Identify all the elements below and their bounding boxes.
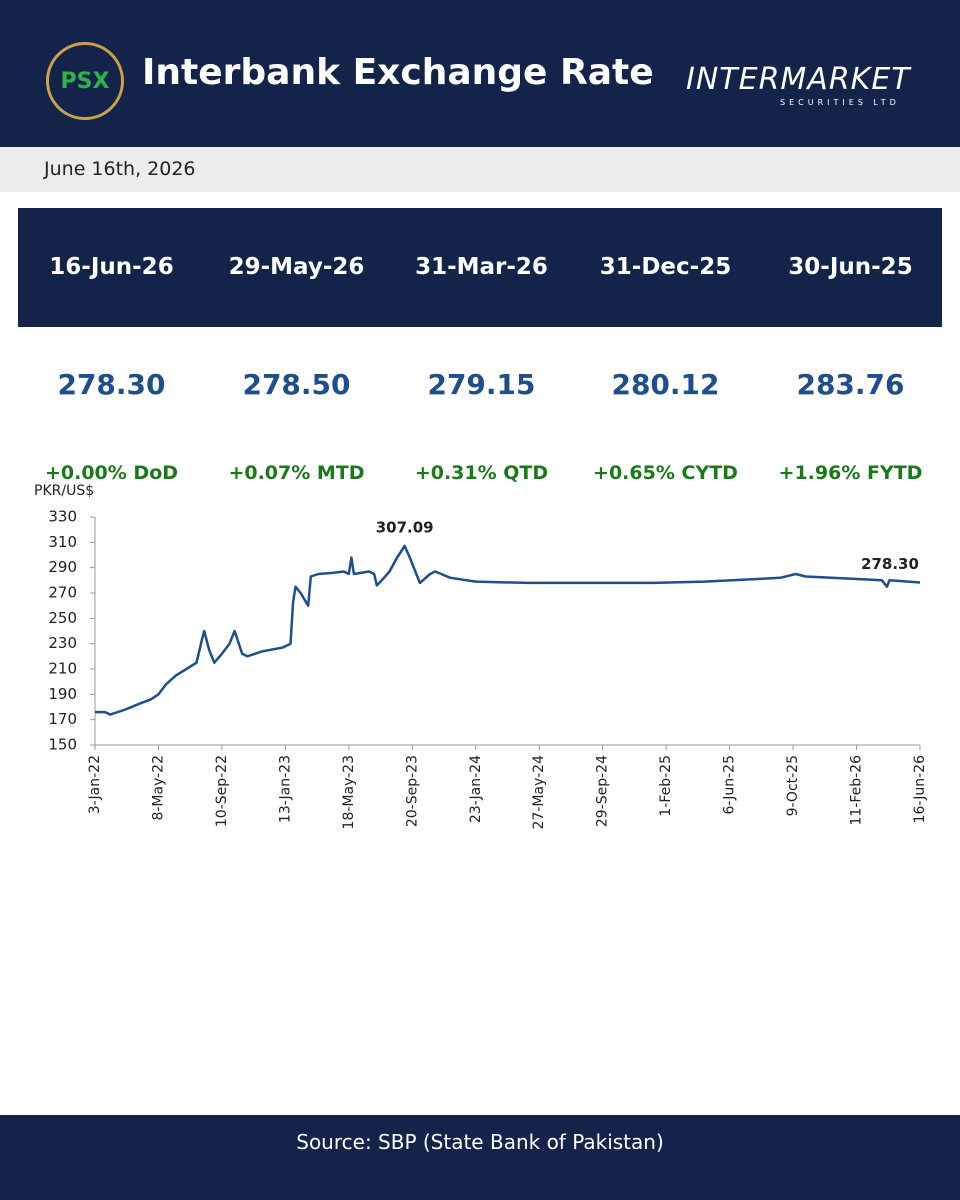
summary-date: 30-Jun-25 bbox=[788, 254, 913, 280]
footer-bar bbox=[0, 1115, 960, 1200]
summary-value: 278.30 bbox=[57, 368, 166, 401]
annotation: 307.09 bbox=[376, 519, 434, 537]
x-tick-label: 9-Oct-25 bbox=[785, 755, 801, 816]
x-tick-label: 23-Jan-24 bbox=[468, 755, 484, 823]
y-tick-label: 270 bbox=[48, 584, 77, 602]
dates-box bbox=[18, 208, 942, 327]
y-tick-label: 190 bbox=[48, 685, 77, 703]
y-tick-label: 250 bbox=[48, 609, 77, 627]
line bbox=[95, 544, 921, 716]
x-tick-label: 11-Feb-26 bbox=[849, 755, 865, 826]
summary-change: +0.00% DoD bbox=[44, 462, 179, 484]
y-tick-label: 330 bbox=[48, 508, 77, 526]
brand: INTERMARKET bbox=[686, 62, 911, 97]
x-tick-label: 29-Sep-24 bbox=[595, 755, 611, 827]
x-tick-label: 8-May-22 bbox=[150, 755, 166, 821]
summary-date: 31-Dec-25 bbox=[599, 254, 732, 280]
date-bar bbox=[0, 147, 960, 192]
summary-change: +1.96% FYTD bbox=[778, 462, 923, 484]
brand-sub: SECURITIES LTD bbox=[780, 98, 900, 107]
y-tick-label: 290 bbox=[48, 558, 77, 576]
logo: PSX bbox=[46, 42, 124, 120]
summary-change: +0.07% MTD bbox=[228, 462, 365, 484]
header-bar bbox=[0, 0, 960, 147]
y-tick-label: 150 bbox=[48, 736, 77, 754]
date: June 16th, 2026 bbox=[44, 158, 196, 180]
x-tick-label: 13-Jan-23 bbox=[277, 755, 293, 823]
x-tick-label: 20-Sep-23 bbox=[404, 755, 420, 827]
source: Source: SBP (State Bank of Pakistan) bbox=[296, 1130, 664, 1154]
y-tick-label: 210 bbox=[48, 660, 77, 678]
x-tick-label: 6-Jun-25 bbox=[722, 755, 738, 814]
summary-date: 29-May-26 bbox=[228, 254, 365, 280]
x-tick-label: 18-May-23 bbox=[341, 755, 357, 829]
chart: PKR/US$ 150 170 190 210 230 250 270 290 310 330 3-J… bbox=[34, 483, 928, 830]
y-tick-label: 230 bbox=[48, 634, 77, 652]
summary-value: 280.12 bbox=[611, 368, 720, 401]
y-tick-label: 170 bbox=[48, 710, 77, 728]
summary-value: 279.15 bbox=[427, 368, 536, 401]
x-tick-label: 16-Jun-26 bbox=[912, 755, 928, 823]
summary-date: 16-Jun-26 bbox=[49, 254, 174, 280]
summary-value: 283.76 bbox=[796, 368, 905, 401]
summary-value: 278.50 bbox=[242, 368, 351, 401]
x-tick-label: 3-Jan-22 bbox=[87, 755, 103, 814]
summary-change: +0.31% QTD bbox=[414, 462, 549, 484]
y-tick-label: 310 bbox=[48, 533, 77, 551]
x-tick-label: 27-May-24 bbox=[531, 755, 547, 830]
title: Interbank Exchange Rate bbox=[142, 52, 654, 93]
annotation: 278.30 bbox=[861, 555, 919, 573]
x-tick-label: 10-Sep-22 bbox=[214, 755, 230, 827]
summary-change: +0.65% CYTD bbox=[593, 462, 738, 484]
summary-date: 31-Mar-26 bbox=[415, 254, 548, 280]
x-tick-label: 1-Feb-25 bbox=[658, 755, 674, 817]
y-axis-label: PKR/US$ bbox=[34, 483, 94, 499]
